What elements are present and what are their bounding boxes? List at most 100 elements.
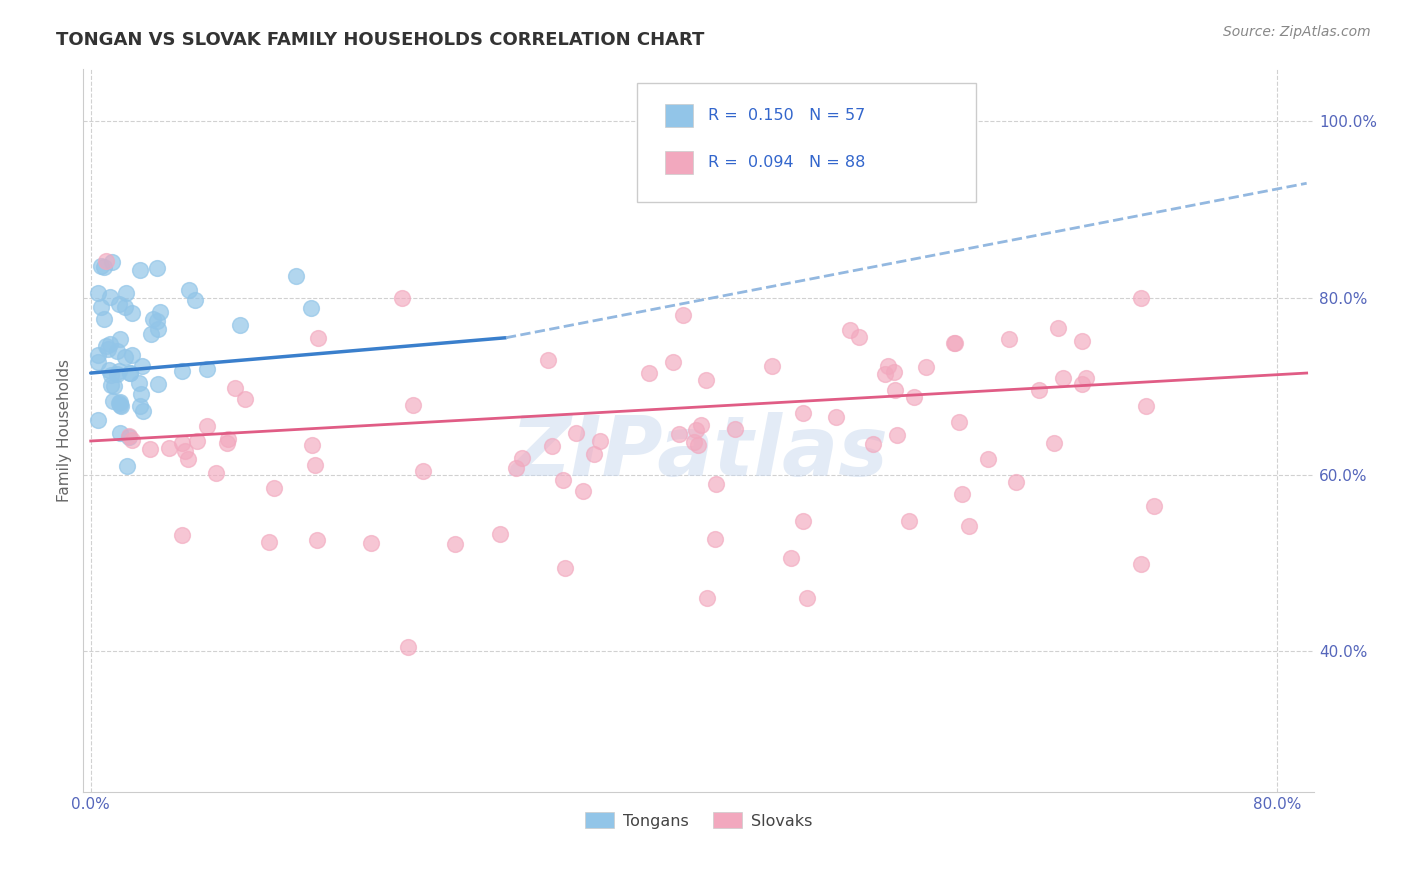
Point xyxy=(101,254,124,268)
Point xyxy=(1046,321,1069,335)
Point xyxy=(412,464,434,478)
Point xyxy=(105,368,128,382)
Point xyxy=(1070,334,1092,348)
Point xyxy=(672,308,695,322)
Point xyxy=(157,441,180,455)
Point xyxy=(915,359,938,374)
Point xyxy=(704,532,727,546)
Point xyxy=(118,430,141,444)
Point xyxy=(304,458,326,472)
Point xyxy=(1043,435,1066,450)
Point xyxy=(101,394,124,409)
Point xyxy=(779,550,801,565)
Point xyxy=(105,343,128,358)
Point xyxy=(588,434,610,449)
Point xyxy=(173,444,195,458)
Point xyxy=(825,410,848,425)
Point xyxy=(299,301,322,316)
Point xyxy=(177,452,200,467)
Point xyxy=(838,323,860,337)
Point xyxy=(139,326,162,341)
Point xyxy=(128,262,150,277)
Point xyxy=(583,447,606,461)
Point xyxy=(184,293,207,307)
Point xyxy=(98,337,121,351)
Point xyxy=(149,305,172,319)
Point xyxy=(217,432,239,446)
Point xyxy=(131,359,153,373)
Point xyxy=(177,284,200,298)
Point xyxy=(396,640,419,654)
Point xyxy=(957,519,980,533)
Point xyxy=(284,268,307,283)
Point xyxy=(898,514,921,528)
Point xyxy=(1070,377,1092,392)
Point xyxy=(93,311,115,326)
Point xyxy=(1129,557,1152,571)
Point xyxy=(103,379,125,393)
Point xyxy=(229,318,252,333)
Point xyxy=(683,435,706,450)
Point xyxy=(148,377,170,392)
Point xyxy=(100,378,122,392)
Point xyxy=(862,436,884,450)
Point xyxy=(950,487,973,501)
Point xyxy=(97,342,120,356)
Point xyxy=(704,476,727,491)
Point xyxy=(108,426,131,441)
Point xyxy=(233,392,256,406)
Bar xyxy=(665,104,693,128)
Legend: Tongans, Slovaks: Tongans, Slovaks xyxy=(578,805,818,835)
Point xyxy=(172,435,194,450)
Point xyxy=(1076,371,1098,385)
Point xyxy=(90,300,112,314)
Point xyxy=(903,390,925,404)
Point xyxy=(205,466,228,480)
Point xyxy=(510,451,533,466)
Point xyxy=(121,348,143,362)
Point xyxy=(87,413,110,427)
Point xyxy=(108,398,131,412)
Point xyxy=(142,311,165,326)
Point xyxy=(537,352,560,367)
Point xyxy=(301,438,323,452)
Point xyxy=(977,451,1000,466)
Point xyxy=(110,395,132,409)
Point xyxy=(690,417,713,432)
Point xyxy=(565,425,588,440)
Point xyxy=(848,330,870,344)
Point xyxy=(686,437,709,451)
Point xyxy=(94,254,117,268)
Point xyxy=(131,387,153,401)
Point xyxy=(792,406,814,420)
Point xyxy=(115,285,138,300)
Point xyxy=(1135,399,1157,413)
Point xyxy=(120,366,142,380)
Point xyxy=(118,428,141,442)
Point xyxy=(145,260,167,275)
Point xyxy=(263,481,285,495)
Point xyxy=(1130,291,1153,305)
Point xyxy=(97,363,120,377)
Point xyxy=(943,335,966,350)
Point xyxy=(110,399,132,413)
Point xyxy=(876,359,898,373)
Text: Source: ZipAtlas.com: Source: ZipAtlas.com xyxy=(1223,25,1371,39)
Point xyxy=(554,561,576,575)
Point xyxy=(761,359,783,373)
Point xyxy=(107,364,129,378)
Text: R =  0.150   N = 57: R = 0.150 N = 57 xyxy=(707,108,865,123)
Point xyxy=(195,419,218,434)
Point xyxy=(886,428,908,442)
Point xyxy=(100,368,122,383)
Point xyxy=(948,416,970,430)
Point xyxy=(94,339,117,353)
Point xyxy=(87,355,110,369)
Point xyxy=(87,347,110,361)
Point xyxy=(138,442,160,457)
Point xyxy=(114,350,136,364)
Point xyxy=(129,400,152,414)
Point xyxy=(120,366,142,380)
Point xyxy=(90,260,112,274)
Point xyxy=(998,332,1021,346)
